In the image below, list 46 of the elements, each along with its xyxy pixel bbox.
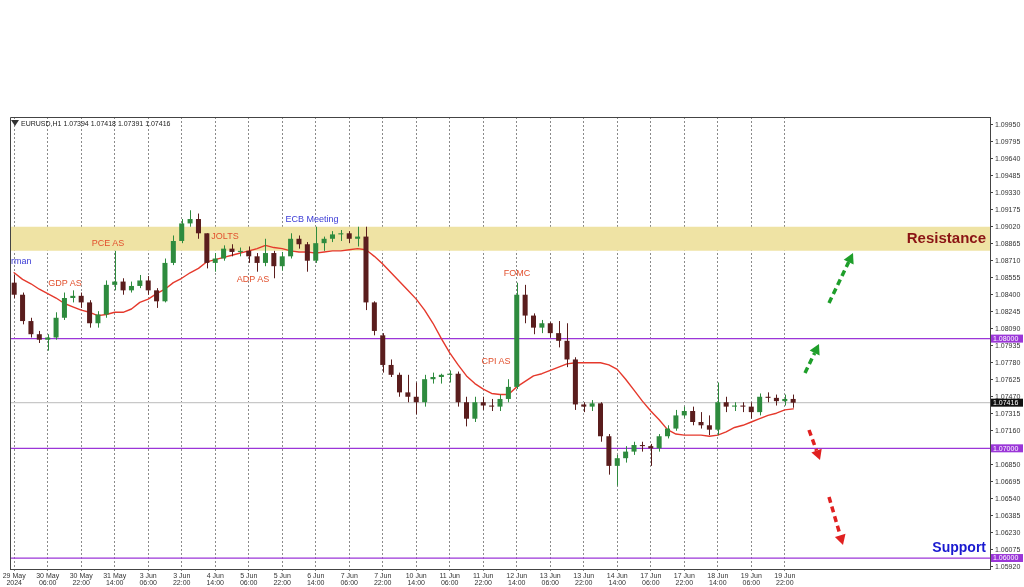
candlestick	[673, 409, 679, 432]
annotation: Support	[932, 538, 987, 555]
candlestick	[154, 287, 160, 309]
annotation: FOMC	[503, 268, 531, 279]
candlestick	[304, 241, 310, 273]
candlestick	[170, 234, 176, 266]
candlestick	[145, 275, 151, 296]
annotation: ECB Meeting	[285, 214, 339, 225]
candlestick	[564, 322, 570, 368]
candlestick	[472, 396, 478, 423]
candlestick	[212, 252, 218, 273]
candlestick	[271, 250, 277, 279]
candlestick	[28, 317, 34, 339]
candlestick	[195, 213, 201, 240]
annotation: ADP AS	[236, 274, 270, 285]
candlestick	[648, 443, 654, 467]
candlestick	[405, 374, 411, 403]
candlestick	[355, 226, 361, 247]
annotation: PCE AS	[91, 238, 125, 249]
candlestick	[422, 374, 428, 408]
candlestick	[179, 218, 185, 244]
candlestick	[87, 299, 93, 329]
candlestick	[690, 406, 696, 426]
candlestick	[279, 251, 285, 272]
candlestick	[505, 378, 511, 403]
candlestick	[396, 372, 402, 398]
candlestick	[53, 311, 59, 341]
annotation: CPI AS	[481, 356, 511, 367]
band-label: Resistance	[906, 228, 986, 246]
candlestick	[45, 333, 51, 352]
candlestick	[313, 226, 319, 264]
candlestick	[288, 232, 294, 260]
candlestick	[254, 252, 260, 273]
candlestick	[11, 274, 17, 299]
candlestick	[614, 454, 620, 487]
candlestick	[61, 292, 67, 321]
candlestick	[463, 396, 470, 427]
candlestick	[262, 238, 268, 267]
candlestick	[556, 320, 562, 348]
annotation: JOLTS	[211, 231, 239, 242]
candlestick	[522, 284, 528, 324]
candlestick	[530, 312, 537, 335]
annotation: GDP AS	[48, 278, 82, 289]
candlestick	[757, 392, 763, 416]
candlestick	[706, 414, 712, 436]
annotation: rman	[11, 256, 32, 267]
